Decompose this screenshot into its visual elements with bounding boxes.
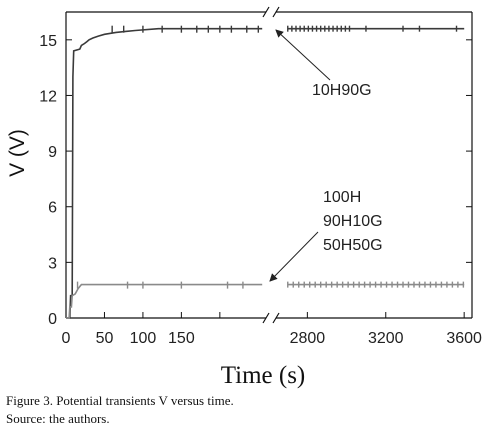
y-tick-label: 3: [48, 255, 57, 272]
y-tick-label: 6: [48, 200, 57, 217]
x-tick-label: 2800: [290, 330, 326, 347]
figure-caption: Figure 3. Potential transients V versus …: [6, 393, 234, 408]
series-line-left-1: [66, 283, 263, 319]
y-axis-title: V (V): [6, 129, 29, 177]
axis-break-top: [262, 6, 280, 18]
x-tick-label: 3600: [446, 330, 482, 347]
x-tick-label: 0: [62, 330, 71, 347]
plot-frame: [65, 11, 473, 319]
annotation-90h10g-label: 90H10G: [323, 213, 383, 230]
series-group: [66, 25, 465, 319]
annotation-50h50g-label: 50H50G: [323, 237, 383, 254]
y-tick-label: 12: [39, 88, 57, 105]
x-tick-label: 100: [130, 330, 157, 347]
x-axis-title: Time (s): [221, 362, 306, 389]
annotation-10h90g: 10H90G: [275, 29, 372, 99]
axis-break-bottom: [262, 312, 280, 324]
x-tick-label: 150: [168, 330, 195, 347]
annotation-10h90g-label: 10H90G: [312, 82, 372, 99]
annotation-100h-label: 100H: [323, 189, 361, 206]
y-tick-label: 9: [48, 144, 57, 161]
y-tick-label: 15: [39, 33, 57, 50]
x-tick-label: 50: [96, 330, 114, 347]
y-tick-label: 0: [48, 311, 57, 328]
series-line-left-0: [66, 27, 263, 319]
annotation-group-low: 100H 90H10G 50H50G: [269, 189, 383, 282]
x-tick-label: 3200: [368, 330, 404, 347]
figure-source: Source: the authors.: [6, 411, 110, 426]
